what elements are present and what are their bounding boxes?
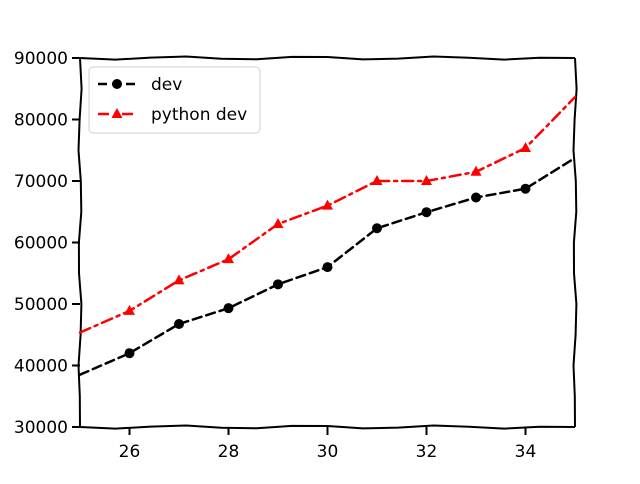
legend-marker bbox=[112, 79, 122, 89]
data-point bbox=[322, 199, 333, 210]
y-tick-label: 60000 bbox=[14, 234, 68, 254]
x-tick-label: 32 bbox=[416, 442, 438, 462]
data-point bbox=[470, 165, 482, 176]
data-point bbox=[173, 274, 185, 285]
data-point bbox=[471, 192, 481, 203]
data-point bbox=[273, 279, 283, 290]
x-tick-label: 28 bbox=[218, 442, 240, 462]
legend-label: python dev bbox=[151, 105, 247, 125]
data-point bbox=[124, 348, 135, 359]
data-point bbox=[223, 303, 234, 314]
data-point bbox=[421, 207, 432, 218]
frame-right bbox=[572, 57, 578, 428]
y-tick-label: 90000 bbox=[14, 49, 68, 69]
data-point bbox=[272, 217, 284, 228]
x-tick-label: 34 bbox=[515, 442, 537, 462]
legend-label: dev bbox=[151, 75, 182, 95]
data-point bbox=[124, 304, 135, 315]
y-tick-label: 70000 bbox=[14, 172, 68, 192]
data-point bbox=[174, 318, 184, 329]
legend: dev python dev bbox=[88, 66, 261, 134]
y-tick-label: 30000 bbox=[14, 418, 68, 438]
series-1 bbox=[78, 156, 577, 376]
series-2 bbox=[78, 95, 577, 334]
data-point bbox=[520, 141, 531, 152]
x-tick-label: 30 bbox=[317, 442, 339, 462]
y-axis: 30000 40000 50000 60000 70000 80000 90000 bbox=[14, 49, 80, 438]
legend-item: dev bbox=[98, 75, 182, 95]
y-tick-label: 80000 bbox=[14, 111, 68, 131]
legend-marker bbox=[111, 108, 123, 118]
y-tick-label: 40000 bbox=[14, 357, 68, 377]
frame-top bbox=[79, 55, 576, 61]
legend-item: python dev bbox=[98, 105, 247, 125]
y-tick-label: 50000 bbox=[14, 295, 68, 315]
data-point bbox=[322, 262, 333, 273]
data-point bbox=[520, 183, 531, 194]
data-point bbox=[371, 174, 383, 185]
data-point bbox=[223, 253, 234, 264]
data-point bbox=[372, 223, 382, 234]
series-layer bbox=[78, 95, 577, 376]
data-point bbox=[421, 175, 432, 185]
frame-bottom bbox=[79, 424, 576, 430]
x-axis: 26 28 30 32 34 bbox=[119, 427, 537, 462]
x-tick-label: 26 bbox=[119, 442, 141, 462]
